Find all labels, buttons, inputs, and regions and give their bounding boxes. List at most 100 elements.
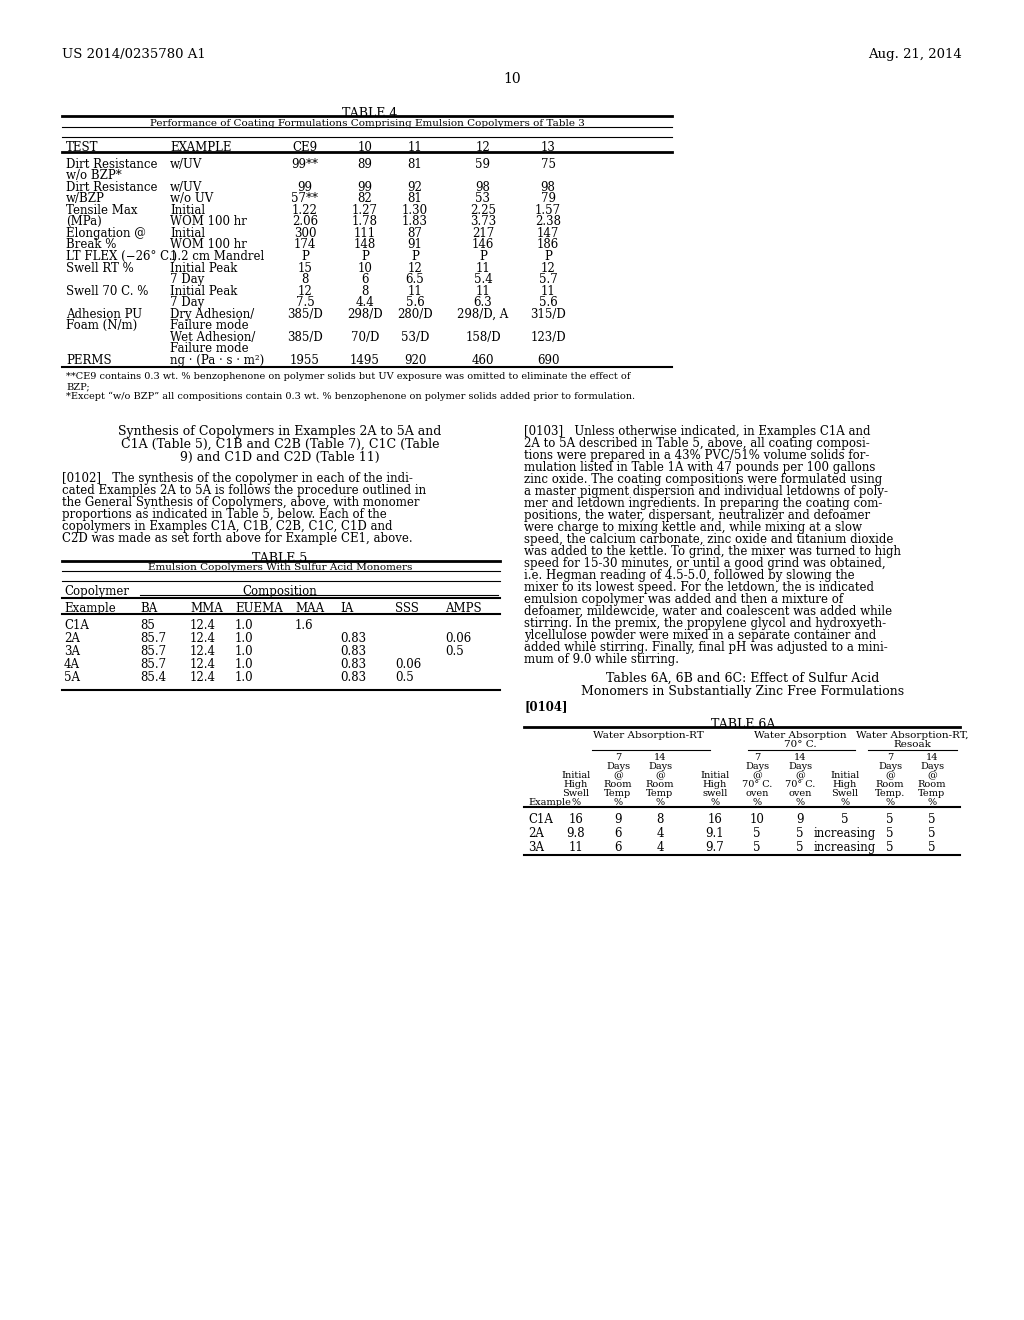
Text: 85.4: 85.4 xyxy=(140,671,166,684)
Text: 87: 87 xyxy=(408,227,423,240)
Text: 70° C.: 70° C. xyxy=(741,780,772,789)
Text: 298/D: 298/D xyxy=(347,308,383,321)
Text: 10: 10 xyxy=(750,813,765,826)
Text: 2.25: 2.25 xyxy=(470,205,496,216)
Text: Temp: Temp xyxy=(646,789,674,799)
Text: 9) and C1D and C2D (Table 11): 9) and C1D and C2D (Table 11) xyxy=(180,451,380,465)
Text: Dry Adhesion/: Dry Adhesion/ xyxy=(170,308,254,321)
Text: Dirt Resistance: Dirt Resistance xyxy=(66,181,158,194)
Text: 75: 75 xyxy=(541,158,555,172)
Text: 1.2 cm Mandrel: 1.2 cm Mandrel xyxy=(170,249,264,263)
Text: 11: 11 xyxy=(541,285,555,298)
Text: 4.4: 4.4 xyxy=(355,296,375,309)
Text: Water Absorption-RT: Water Absorption-RT xyxy=(593,731,703,741)
Text: w/o BZP*: w/o BZP* xyxy=(66,169,122,182)
Text: 12.4: 12.4 xyxy=(190,645,216,657)
Text: increasing: increasing xyxy=(814,828,877,840)
Text: TABLE 4: TABLE 4 xyxy=(342,107,397,120)
Text: 1495: 1495 xyxy=(350,354,380,367)
Text: Break %: Break % xyxy=(66,238,117,251)
Text: 70/D: 70/D xyxy=(351,331,379,345)
Text: 1.78: 1.78 xyxy=(352,215,378,228)
Text: 0.5: 0.5 xyxy=(445,645,464,657)
Text: 0.83: 0.83 xyxy=(340,632,367,645)
Text: 6: 6 xyxy=(361,273,369,286)
Text: 690: 690 xyxy=(537,354,559,367)
Text: Tables 6A, 6B and 6C: Effect of Sulfur Acid: Tables 6A, 6B and 6C: Effect of Sulfur A… xyxy=(606,672,880,685)
Text: 5: 5 xyxy=(928,841,936,854)
Text: 0.83: 0.83 xyxy=(340,657,367,671)
Text: 9.7: 9.7 xyxy=(706,841,724,854)
Text: 8: 8 xyxy=(301,273,308,286)
Text: a master pigment dispersion and individual letdowns of poly-: a master pigment dispersion and individu… xyxy=(524,484,888,498)
Text: [0104]: [0104] xyxy=(524,700,567,713)
Text: stirring. In the premix, the propylene glycol and hydroxyeth-: stirring. In the premix, the propylene g… xyxy=(524,616,886,630)
Text: 99: 99 xyxy=(357,181,373,194)
Text: (MPa): (MPa) xyxy=(66,215,101,228)
Text: speed, the calcium carbonate, zinc oxide and titanium dioxide: speed, the calcium carbonate, zinc oxide… xyxy=(524,533,893,546)
Text: 2.06: 2.06 xyxy=(292,215,318,228)
Text: mulation listed in Table 1A with 47 pounds per 100 gallons: mulation listed in Table 1A with 47 poun… xyxy=(524,461,876,474)
Text: TABLE 6A: TABLE 6A xyxy=(711,718,775,731)
Text: Initial: Initial xyxy=(700,771,730,780)
Text: mer and letdown ingredients. In preparing the coating com-: mer and letdown ingredients. In preparin… xyxy=(524,498,883,510)
Text: 7.5: 7.5 xyxy=(296,296,314,309)
Text: 2A: 2A xyxy=(63,632,80,645)
Text: increasing: increasing xyxy=(814,841,877,854)
Text: 5: 5 xyxy=(754,828,761,840)
Text: 146: 146 xyxy=(472,238,495,251)
Text: 7: 7 xyxy=(614,752,622,762)
Text: Room: Room xyxy=(646,780,674,789)
Text: 99: 99 xyxy=(298,181,312,194)
Text: Foam (N/m): Foam (N/m) xyxy=(66,319,137,333)
Text: 10: 10 xyxy=(357,261,373,275)
Text: 3.73: 3.73 xyxy=(470,215,496,228)
Text: 11: 11 xyxy=(568,841,584,854)
Text: Aug. 21, 2014: Aug. 21, 2014 xyxy=(868,48,962,61)
Text: 9.1: 9.1 xyxy=(706,828,724,840)
Text: 111: 111 xyxy=(354,227,376,240)
Text: Swell: Swell xyxy=(562,789,590,799)
Text: 11: 11 xyxy=(408,141,422,154)
Text: High: High xyxy=(702,780,727,789)
Text: 148: 148 xyxy=(354,238,376,251)
Text: MAA: MAA xyxy=(295,602,325,615)
Text: US 2014/0235780 A1: US 2014/0235780 A1 xyxy=(62,48,206,61)
Text: 82: 82 xyxy=(357,191,373,205)
Text: Room: Room xyxy=(876,780,904,789)
Text: 5: 5 xyxy=(886,813,894,826)
Text: 85.7: 85.7 xyxy=(140,645,166,657)
Text: 11: 11 xyxy=(475,285,490,298)
Text: mixer to its lowest speed. For the letdown, the is indicated: mixer to its lowest speed. For the letdo… xyxy=(524,581,874,594)
Text: Copolymer: Copolymer xyxy=(63,585,129,598)
Text: %: % xyxy=(796,799,805,807)
Text: 9.8: 9.8 xyxy=(566,828,586,840)
Text: 174: 174 xyxy=(294,238,316,251)
Text: 6.3: 6.3 xyxy=(474,296,493,309)
Text: 14: 14 xyxy=(926,752,938,762)
Text: 12.4: 12.4 xyxy=(190,632,216,645)
Text: cated Examples 2A to 5A is follows the procedure outlined in: cated Examples 2A to 5A is follows the p… xyxy=(62,484,426,498)
Text: speed for 15-30 minutes, or until a good grind was obtained,: speed for 15-30 minutes, or until a good… xyxy=(524,557,886,570)
Text: oven: oven xyxy=(745,789,769,799)
Text: EUEMA: EUEMA xyxy=(234,602,283,615)
Text: C2D was made as set forth above for Example CE1, above.: C2D was made as set forth above for Exam… xyxy=(62,532,413,545)
Text: Example: Example xyxy=(528,799,570,807)
Text: BA: BA xyxy=(140,602,158,615)
Text: 12.4: 12.4 xyxy=(190,619,216,632)
Text: P: P xyxy=(361,249,369,263)
Text: 217: 217 xyxy=(472,227,495,240)
Text: 85: 85 xyxy=(140,619,155,632)
Text: Performance of Coating Formulations Comprising Emulsion Copolymers of Table 3: Performance of Coating Formulations Comp… xyxy=(150,119,585,128)
Text: 315/D: 315/D xyxy=(530,308,566,321)
Text: 89: 89 xyxy=(357,158,373,172)
Text: 92: 92 xyxy=(408,181,423,194)
Text: P: P xyxy=(544,249,552,263)
Text: 298/D, A: 298/D, A xyxy=(458,308,509,321)
Text: High: High xyxy=(564,780,588,789)
Text: 10: 10 xyxy=(503,73,521,86)
Text: 6.5: 6.5 xyxy=(406,273,424,286)
Text: 0.83: 0.83 xyxy=(340,645,367,657)
Text: 70° C.: 70° C. xyxy=(784,780,815,789)
Text: Swell 70 C. %: Swell 70 C. % xyxy=(66,285,148,298)
